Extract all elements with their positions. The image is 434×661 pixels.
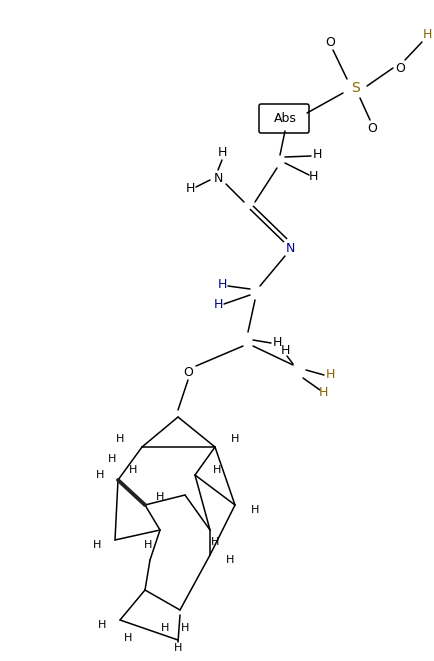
- Text: H: H: [156, 492, 164, 502]
- Text: H: H: [326, 368, 335, 381]
- Text: H: H: [161, 623, 169, 633]
- Text: H: H: [272, 336, 282, 350]
- Text: S: S: [351, 81, 359, 95]
- Text: O: O: [325, 36, 335, 48]
- Text: H: H: [98, 620, 106, 630]
- Text: H: H: [96, 470, 104, 480]
- Text: H: H: [422, 28, 432, 42]
- Text: H: H: [181, 623, 189, 633]
- Text: H: H: [108, 454, 116, 464]
- Text: O: O: [395, 61, 405, 75]
- Text: N: N: [214, 171, 223, 184]
- Text: H: H: [226, 555, 234, 565]
- Text: H: H: [214, 299, 223, 311]
- Text: Abs: Abs: [273, 112, 296, 126]
- Text: H: H: [185, 182, 195, 194]
- Text: O: O: [367, 122, 377, 134]
- Text: H: H: [124, 633, 132, 643]
- Text: H: H: [318, 387, 328, 399]
- Text: H: H: [211, 537, 219, 547]
- Text: H: H: [312, 149, 322, 161]
- Text: H: H: [144, 540, 152, 550]
- Text: H: H: [217, 278, 227, 292]
- Text: H: H: [280, 344, 289, 356]
- Text: H: H: [129, 465, 137, 475]
- Text: N: N: [285, 241, 295, 254]
- Text: H: H: [251, 505, 259, 515]
- Text: H: H: [308, 171, 318, 184]
- Text: H: H: [213, 465, 221, 475]
- Text: H: H: [116, 434, 124, 444]
- Text: H: H: [174, 643, 182, 653]
- FancyBboxPatch shape: [259, 104, 309, 133]
- Text: H: H: [231, 434, 239, 444]
- Text: H: H: [217, 145, 227, 159]
- Text: H: H: [93, 540, 101, 550]
- Text: O: O: [183, 366, 193, 379]
